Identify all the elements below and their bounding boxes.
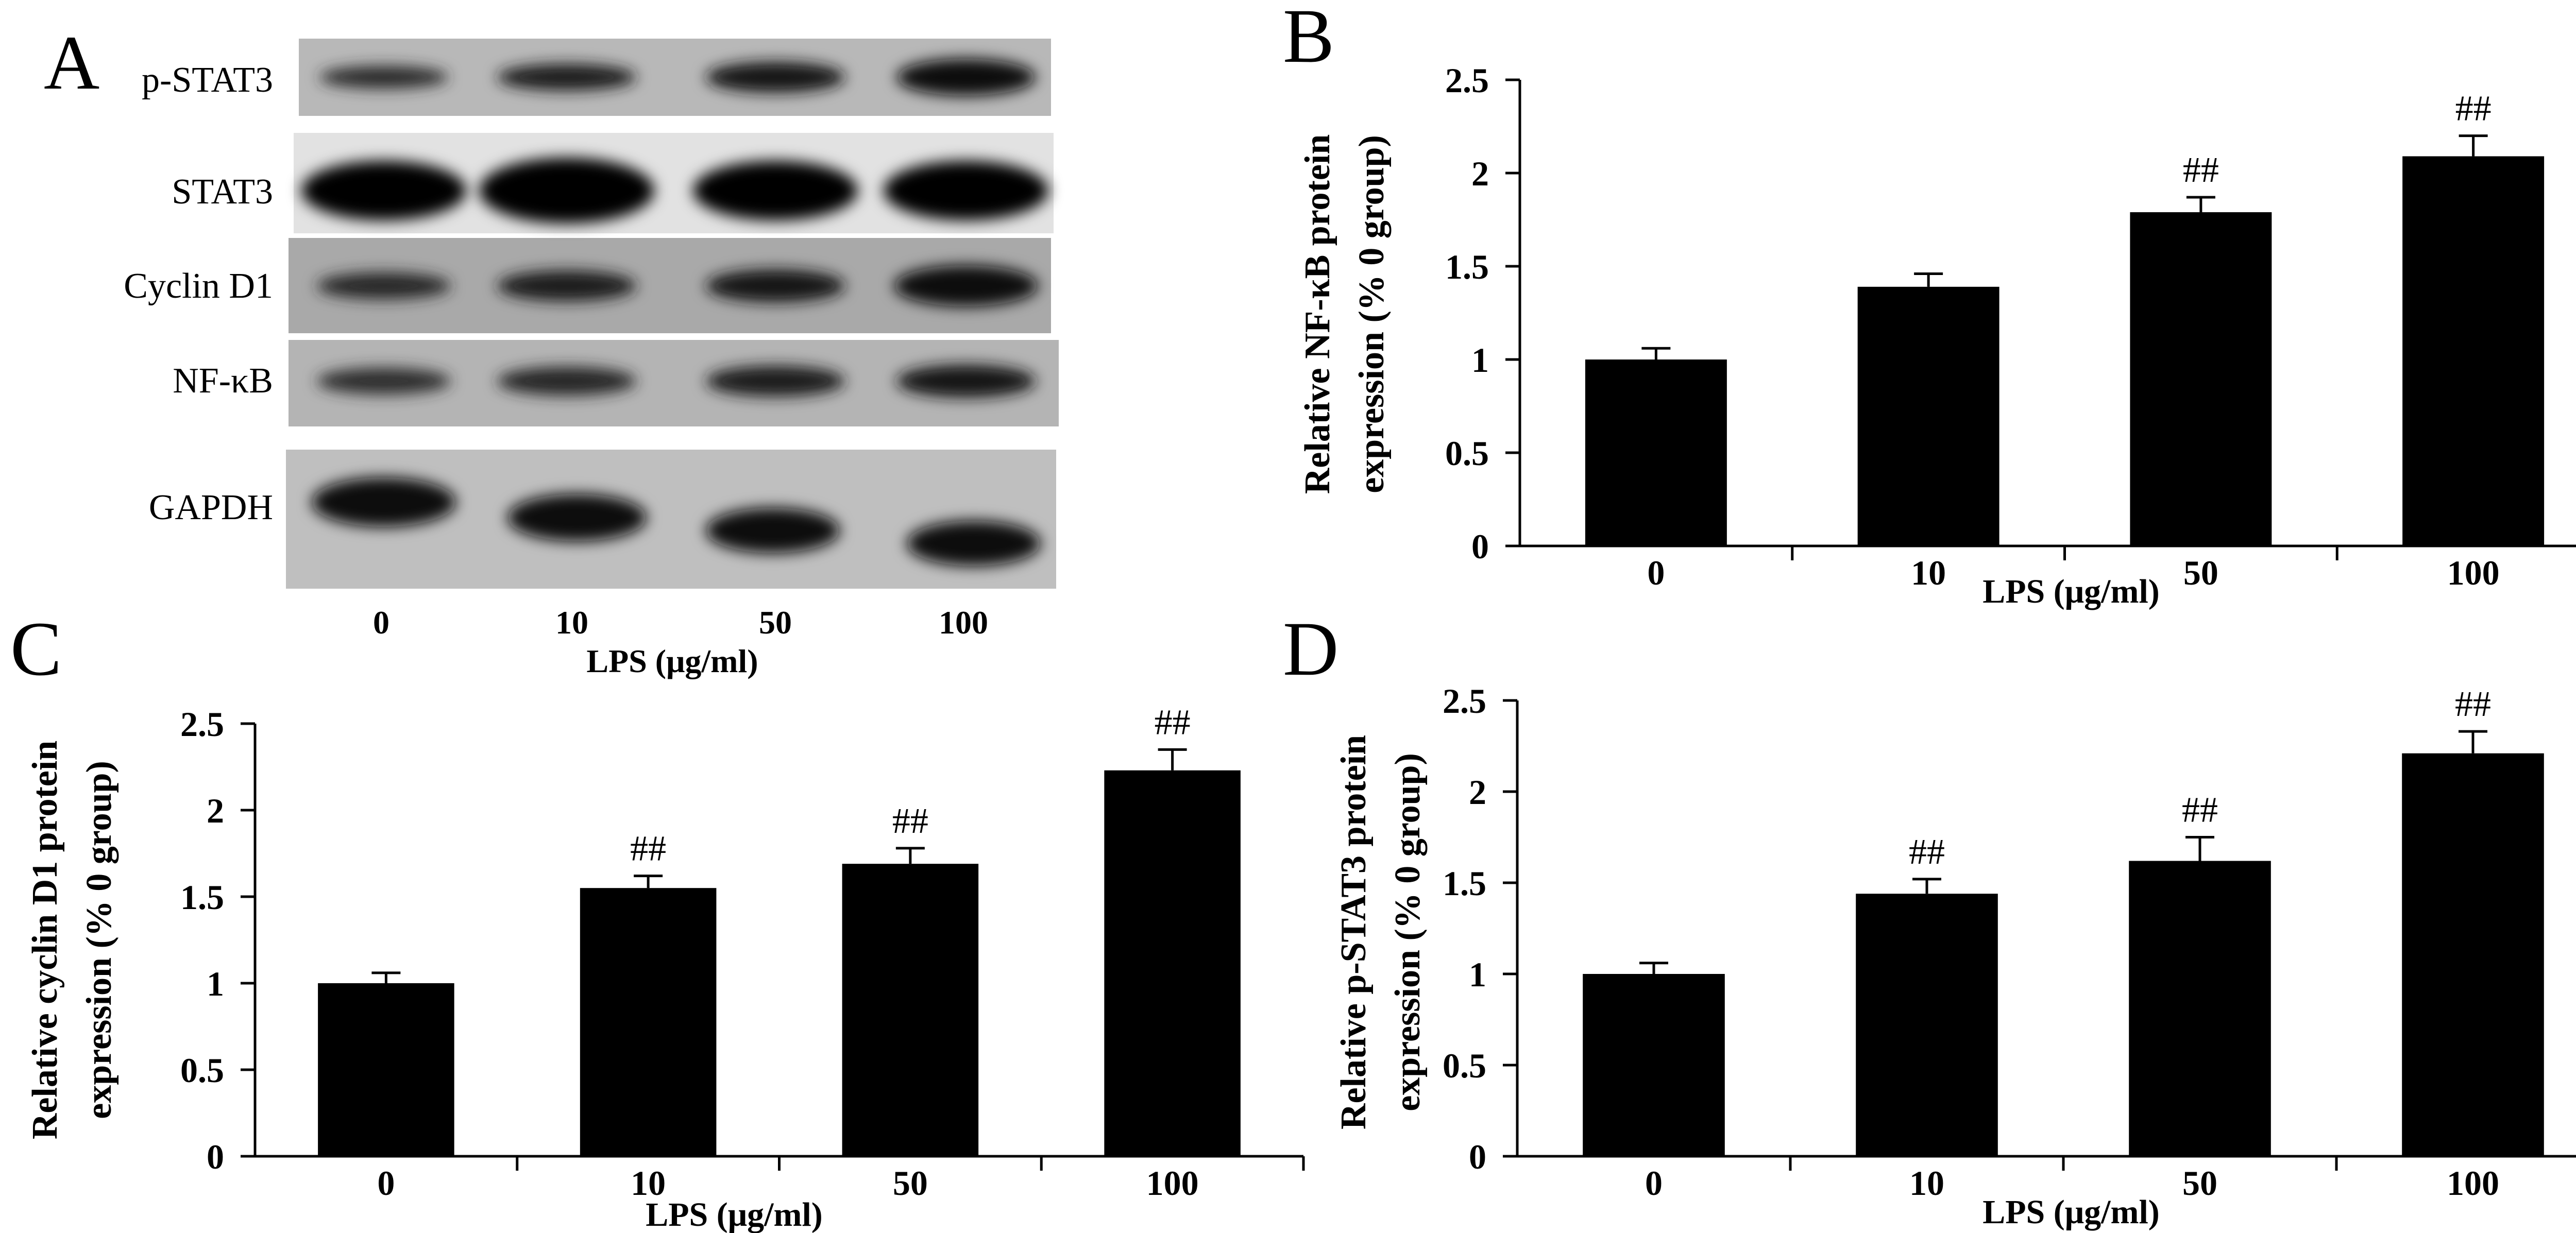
band-p-stat3-lane-10 bbox=[497, 64, 636, 91]
band-gapdh-lane-100 bbox=[907, 521, 1041, 566]
chart-d-bar-50 bbox=[2129, 861, 2271, 1156]
chart-c-x-tick-label-50: 50 bbox=[893, 1163, 928, 1203]
blot-label-cyclin-d1: Cyclin D1 bbox=[124, 266, 273, 306]
chart-d-x-tick-label-100: 100 bbox=[2447, 1163, 2499, 1203]
band-stat3-lane-50 bbox=[693, 161, 858, 220]
chart-d-x-tick-label-0: 0 bbox=[1645, 1163, 1663, 1203]
chart-c-x-axis-label: LPS (μg/ml) bbox=[646, 1196, 823, 1233]
chart-c-significance-10: ## bbox=[630, 829, 666, 869]
band-stat3-lane-0 bbox=[301, 161, 466, 220]
chart-d-y-axis-label-line1: Relative p-STAT3 protein bbox=[1334, 735, 1374, 1129]
chart-d-y-axis-label-line2: expression (% 0 group) bbox=[1388, 753, 1428, 1111]
blot-lane-label-0: 0 bbox=[373, 604, 389, 641]
band-nf-kb-lane-10 bbox=[497, 367, 636, 396]
band-nf-kb-lane-50 bbox=[706, 366, 845, 397]
chart-c-y-tick-label: 1.5 bbox=[180, 878, 224, 917]
band-gapdh-lane-0 bbox=[312, 477, 456, 527]
chart-d-y-tick-label: 1 bbox=[1469, 955, 1486, 994]
chart-b-y-tick-label: 2.5 bbox=[1445, 61, 1489, 100]
band-cyclin-d1-lane-100 bbox=[894, 265, 1038, 306]
panel-a-blot: A bbox=[44, 20, 1059, 679]
chart-b-y-tick-label: 0 bbox=[1471, 527, 1489, 566]
chart-b-y-axis-label-line2: expression (% 0 group) bbox=[1352, 135, 1392, 493]
chart-c-bar-100 bbox=[1104, 770, 1241, 1156]
blot-lane-label-100: 100 bbox=[939, 604, 988, 641]
chart-b-significance-50: ## bbox=[2183, 150, 2219, 190]
chart-b-x-tick-label-0: 0 bbox=[1647, 553, 1665, 592]
chart-d-y-tick-label: 0.5 bbox=[1443, 1046, 1486, 1085]
chart-d-x-tick-label-50: 50 bbox=[2182, 1163, 2217, 1203]
chart-b-y-tick-label: 1 bbox=[1471, 340, 1489, 380]
chart-c-x-tick-label-10: 10 bbox=[631, 1163, 666, 1203]
chart-c-y-axis-label-line2: expression (% 0 group) bbox=[79, 761, 119, 1119]
band-cyclin-d1-lane-50 bbox=[706, 269, 845, 302]
band-cyclin-d1-lane-0 bbox=[317, 272, 451, 299]
chart-b-x-axis-label: LPS (μg/ml) bbox=[1982, 573, 2160, 610]
chart-b-nf-kb: 0 0.5 1 1.5 2 2.5 0 10 ## 50 ## 100 LPS (μg/ml) Relat… bbox=[1298, 61, 2576, 610]
chart-d-bar-0 bbox=[1583, 974, 1725, 1156]
chart-d-y-tick-label: 0 bbox=[1469, 1137, 1486, 1176]
chart-c-bar-50 bbox=[842, 864, 979, 1156]
chart-c-y-tick-label: 0 bbox=[207, 1137, 224, 1176]
chart-c-bar-10 bbox=[580, 888, 717, 1156]
chart-b-x-tick-label-50: 50 bbox=[2183, 553, 2218, 592]
chart-c-x-tick-label-100: 100 bbox=[1146, 1163, 1199, 1203]
chart-d-y-tick-label: 1.5 bbox=[1443, 864, 1486, 903]
blot-label-p-stat3: p-STAT3 bbox=[142, 60, 273, 100]
chart-d-bar-10 bbox=[1856, 894, 1998, 1156]
chart-d-y-tick-label: 2.5 bbox=[1443, 681, 1486, 721]
band-stat3-lane-100 bbox=[884, 161, 1048, 220]
chart-b-y-axis-label-line1: Relative NF-κB protein bbox=[1298, 134, 1337, 494]
chart-d-x-tick-label-10: 10 bbox=[1909, 1163, 1944, 1203]
blot-label-stat3: STAT3 bbox=[172, 172, 273, 212]
chart-d-bar-100 bbox=[2402, 753, 2544, 1156]
panel-b-letter: B bbox=[1283, 0, 1334, 79]
chart-c-bar-0 bbox=[318, 983, 454, 1156]
blot-lane-label-10: 10 bbox=[555, 604, 588, 641]
band-nf-kb-lane-100 bbox=[896, 365, 1036, 398]
band-p-stat3-lane-0 bbox=[319, 66, 448, 89]
band-gapdh-lane-50 bbox=[706, 508, 840, 553]
chart-b-x-tick-label-10: 10 bbox=[1911, 553, 1946, 592]
panel-d-letter: D bbox=[1283, 606, 1338, 692]
band-gapdh-lane-10 bbox=[507, 494, 647, 541]
band-p-stat3-lane-100 bbox=[896, 59, 1036, 96]
chart-b-x-tick-label-100: 100 bbox=[2447, 553, 2500, 592]
chart-c-y-tick-label: 2 bbox=[207, 791, 224, 830]
band-stat3-lane-10 bbox=[479, 158, 654, 224]
chart-c-y-axis-label-line1: Relative cyclin D1 protein bbox=[25, 741, 65, 1139]
chart-d-y-tick-label: 2 bbox=[1469, 773, 1486, 812]
band-nf-kb-lane-0 bbox=[317, 368, 451, 395]
band-cyclin-d1-lane-10 bbox=[497, 270, 636, 301]
chart-c-y-tick-label: 2.5 bbox=[180, 705, 224, 744]
blot-x-axis-label: LPS (μg/ml) bbox=[586, 643, 758, 679]
panel-c-letter: C bbox=[10, 606, 62, 692]
chart-b-y-tick-label: 2 bbox=[1471, 154, 1489, 193]
blot-label-gapdh: GAPDH bbox=[149, 488, 273, 527]
band-p-stat3-lane-50 bbox=[706, 62, 845, 93]
chart-c-y-tick-label: 1 bbox=[207, 964, 224, 1003]
chart-b-bar-100 bbox=[2402, 156, 2545, 546]
chart-d-significance-100: ## bbox=[2455, 684, 2491, 724]
blot-lane-label-50: 50 bbox=[759, 604, 792, 641]
panel-a-letter: A bbox=[44, 20, 99, 106]
chart-b-bar-10 bbox=[1857, 286, 1999, 546]
chart-b-y-tick-label: 0.5 bbox=[1445, 434, 1489, 473]
chart-c-cyclin-d1: 0 0.5 1 1.5 2 2.5 0 ## 10 ## 50 ## 100 LPS (μg/ml) Rel… bbox=[25, 703, 1305, 1233]
chart-b-y-tick-label: 1.5 bbox=[1445, 247, 1489, 286]
chart-b-bar-0 bbox=[1585, 359, 1727, 546]
chart-c-significance-100: ## bbox=[1155, 703, 1191, 742]
blot-label-nf-kb: NF-κB bbox=[173, 361, 273, 401]
chart-d-significance-10: ## bbox=[1909, 832, 1945, 872]
chart-d-significance-50: ## bbox=[2182, 791, 2218, 830]
chart-c-x-tick-label-0: 0 bbox=[377, 1163, 395, 1203]
chart-d-x-axis-label: LPS (μg/ml) bbox=[1982, 1193, 2160, 1231]
chart-b-bar-50 bbox=[2130, 212, 2272, 546]
chart-b-significance-100: ## bbox=[2455, 89, 2492, 129]
chart-c-y-tick-label: 0.5 bbox=[180, 1051, 224, 1090]
chart-c-significance-50: ## bbox=[892, 801, 928, 841]
chart-d-p-stat3: 0 0.5 1 1.5 2 2.5 0 ## 10 ## 50 ## 100 LPS (μg/ml) Rel… bbox=[1334, 681, 2576, 1231]
